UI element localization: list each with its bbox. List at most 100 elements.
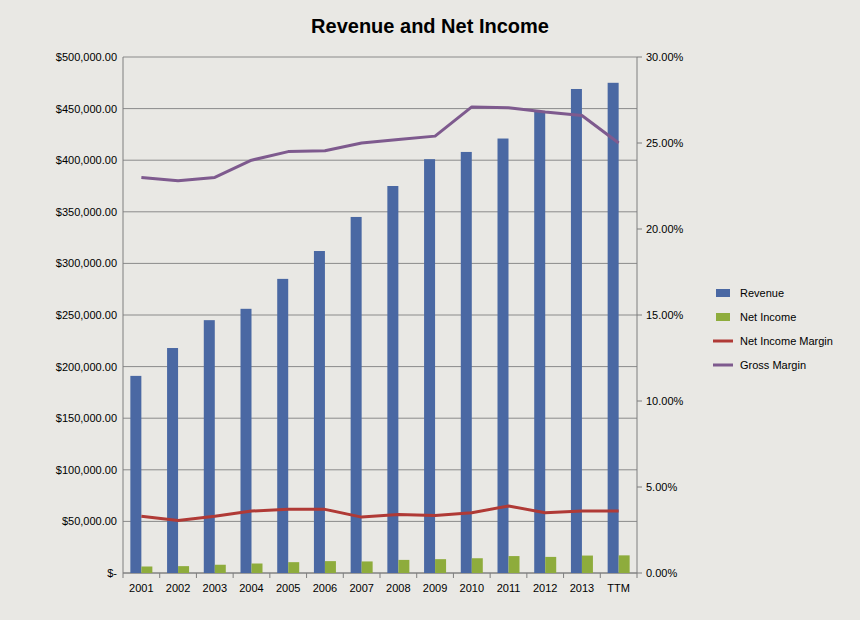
x-tick [343, 573, 344, 578]
line [141, 107, 618, 181]
y-tick-label: $300,000.00 [56, 257, 117, 269]
x-tick [563, 573, 564, 578]
bar [571, 89, 582, 573]
legend-label: Net Income [740, 311, 796, 323]
x-tick [123, 573, 124, 578]
y2-tick [637, 315, 642, 316]
x-tick-label: TTM [607, 582, 630, 594]
x-tick [196, 573, 197, 578]
legend-swatch [716, 313, 730, 321]
x-tick-label: 2001 [129, 582, 153, 594]
bar [461, 152, 472, 573]
y2-tick-label: 30.00% [646, 51, 684, 63]
y2-tick [637, 57, 642, 58]
bar [325, 561, 336, 573]
grid-line [123, 418, 637, 419]
x-tick-label: 2006 [313, 582, 337, 594]
bar [351, 217, 362, 573]
legend-swatch [716, 289, 730, 297]
grid-line [123, 57, 637, 58]
grid-line [123, 263, 637, 264]
x-tick-label: 2003 [203, 582, 227, 594]
x-tick-label: 2004 [239, 582, 263, 594]
y2-tick [637, 143, 642, 144]
y2-tick-label: 5.00% [646, 481, 677, 493]
y2-tick-label: 10.00% [646, 395, 684, 407]
plot-area [130, 83, 629, 573]
bar [435, 559, 446, 573]
y2-axis [637, 57, 638, 573]
y-tick-label: $- [107, 567, 117, 579]
x-tick [159, 573, 160, 578]
y-tick-label: $450,000.00 [56, 103, 117, 115]
y-tick-label: $150,000.00 [56, 412, 117, 424]
x-tick [380, 573, 381, 578]
x-tick [233, 573, 234, 578]
grid-line [123, 108, 637, 109]
bar [141, 566, 152, 573]
y2-tick-label: 25.00% [646, 137, 684, 149]
x-tick [600, 573, 601, 578]
bar [252, 564, 263, 573]
bar [619, 555, 630, 573]
x-tick [453, 573, 454, 578]
bar [204, 320, 215, 573]
bar [178, 566, 189, 573]
grid-line [123, 211, 637, 212]
bar [288, 562, 299, 573]
x-tick-label: 2013 [570, 582, 594, 594]
x-tick [526, 573, 527, 578]
y-tick-label: $400,000.00 [56, 154, 117, 166]
chart: Revenue and Net Income $- $50,000.00 $100,0… [0, 0, 860, 620]
bar [472, 558, 483, 573]
x-tick-label: 2002 [166, 582, 190, 594]
y-tick-label: $500,000.00 [56, 51, 117, 63]
bar [545, 557, 556, 573]
y2-tick-label: 0.00% [646, 567, 677, 579]
legend-label: Gross Margin [740, 359, 806, 371]
x-tick-label: 2012 [533, 582, 557, 594]
x-tick-label: 2005 [276, 582, 300, 594]
bar [582, 556, 593, 573]
x-tick [416, 573, 417, 578]
y2-tick [637, 401, 642, 402]
y-tick-label: $250,000.00 [56, 309, 117, 321]
y2-tick [637, 229, 642, 230]
x-tick [490, 573, 491, 578]
bar [534, 112, 545, 573]
legend-label: Net Income Margin [740, 335, 833, 347]
bar [130, 376, 141, 573]
y-tick-label: $200,000.00 [56, 361, 117, 373]
x-tick-label: 2008 [386, 582, 410, 594]
bar [241, 309, 252, 573]
bar [608, 83, 619, 573]
grid-line [123, 366, 637, 367]
x-tick-label: 2009 [423, 582, 447, 594]
x-tick [637, 573, 638, 578]
title: Revenue and Net Income [311, 15, 549, 37]
bar [277, 279, 288, 573]
grid-line [123, 521, 637, 522]
y2-tick [637, 573, 642, 574]
x-tick-label: 2007 [349, 582, 373, 594]
line [141, 506, 618, 521]
y-axis [123, 57, 124, 573]
bar [167, 348, 178, 573]
bar [215, 565, 226, 573]
y-tick-label: $50,000.00 [62, 515, 117, 527]
x-tick-label: 2011 [497, 582, 521, 594]
legend-label: Revenue [740, 287, 784, 299]
background [0, 0, 860, 620]
bar [314, 251, 325, 573]
bar [362, 561, 373, 573]
bar [398, 560, 409, 573]
y-tick-label: $350,000.00 [56, 206, 117, 218]
y2-tick [637, 487, 642, 488]
legend-swatch [713, 340, 733, 343]
y-tick-label: $100,000.00 [56, 464, 117, 476]
bar [509, 556, 520, 573]
grid-line [123, 469, 637, 470]
x-tick [269, 573, 270, 578]
bar [424, 159, 435, 573]
grid-line [123, 315, 637, 316]
